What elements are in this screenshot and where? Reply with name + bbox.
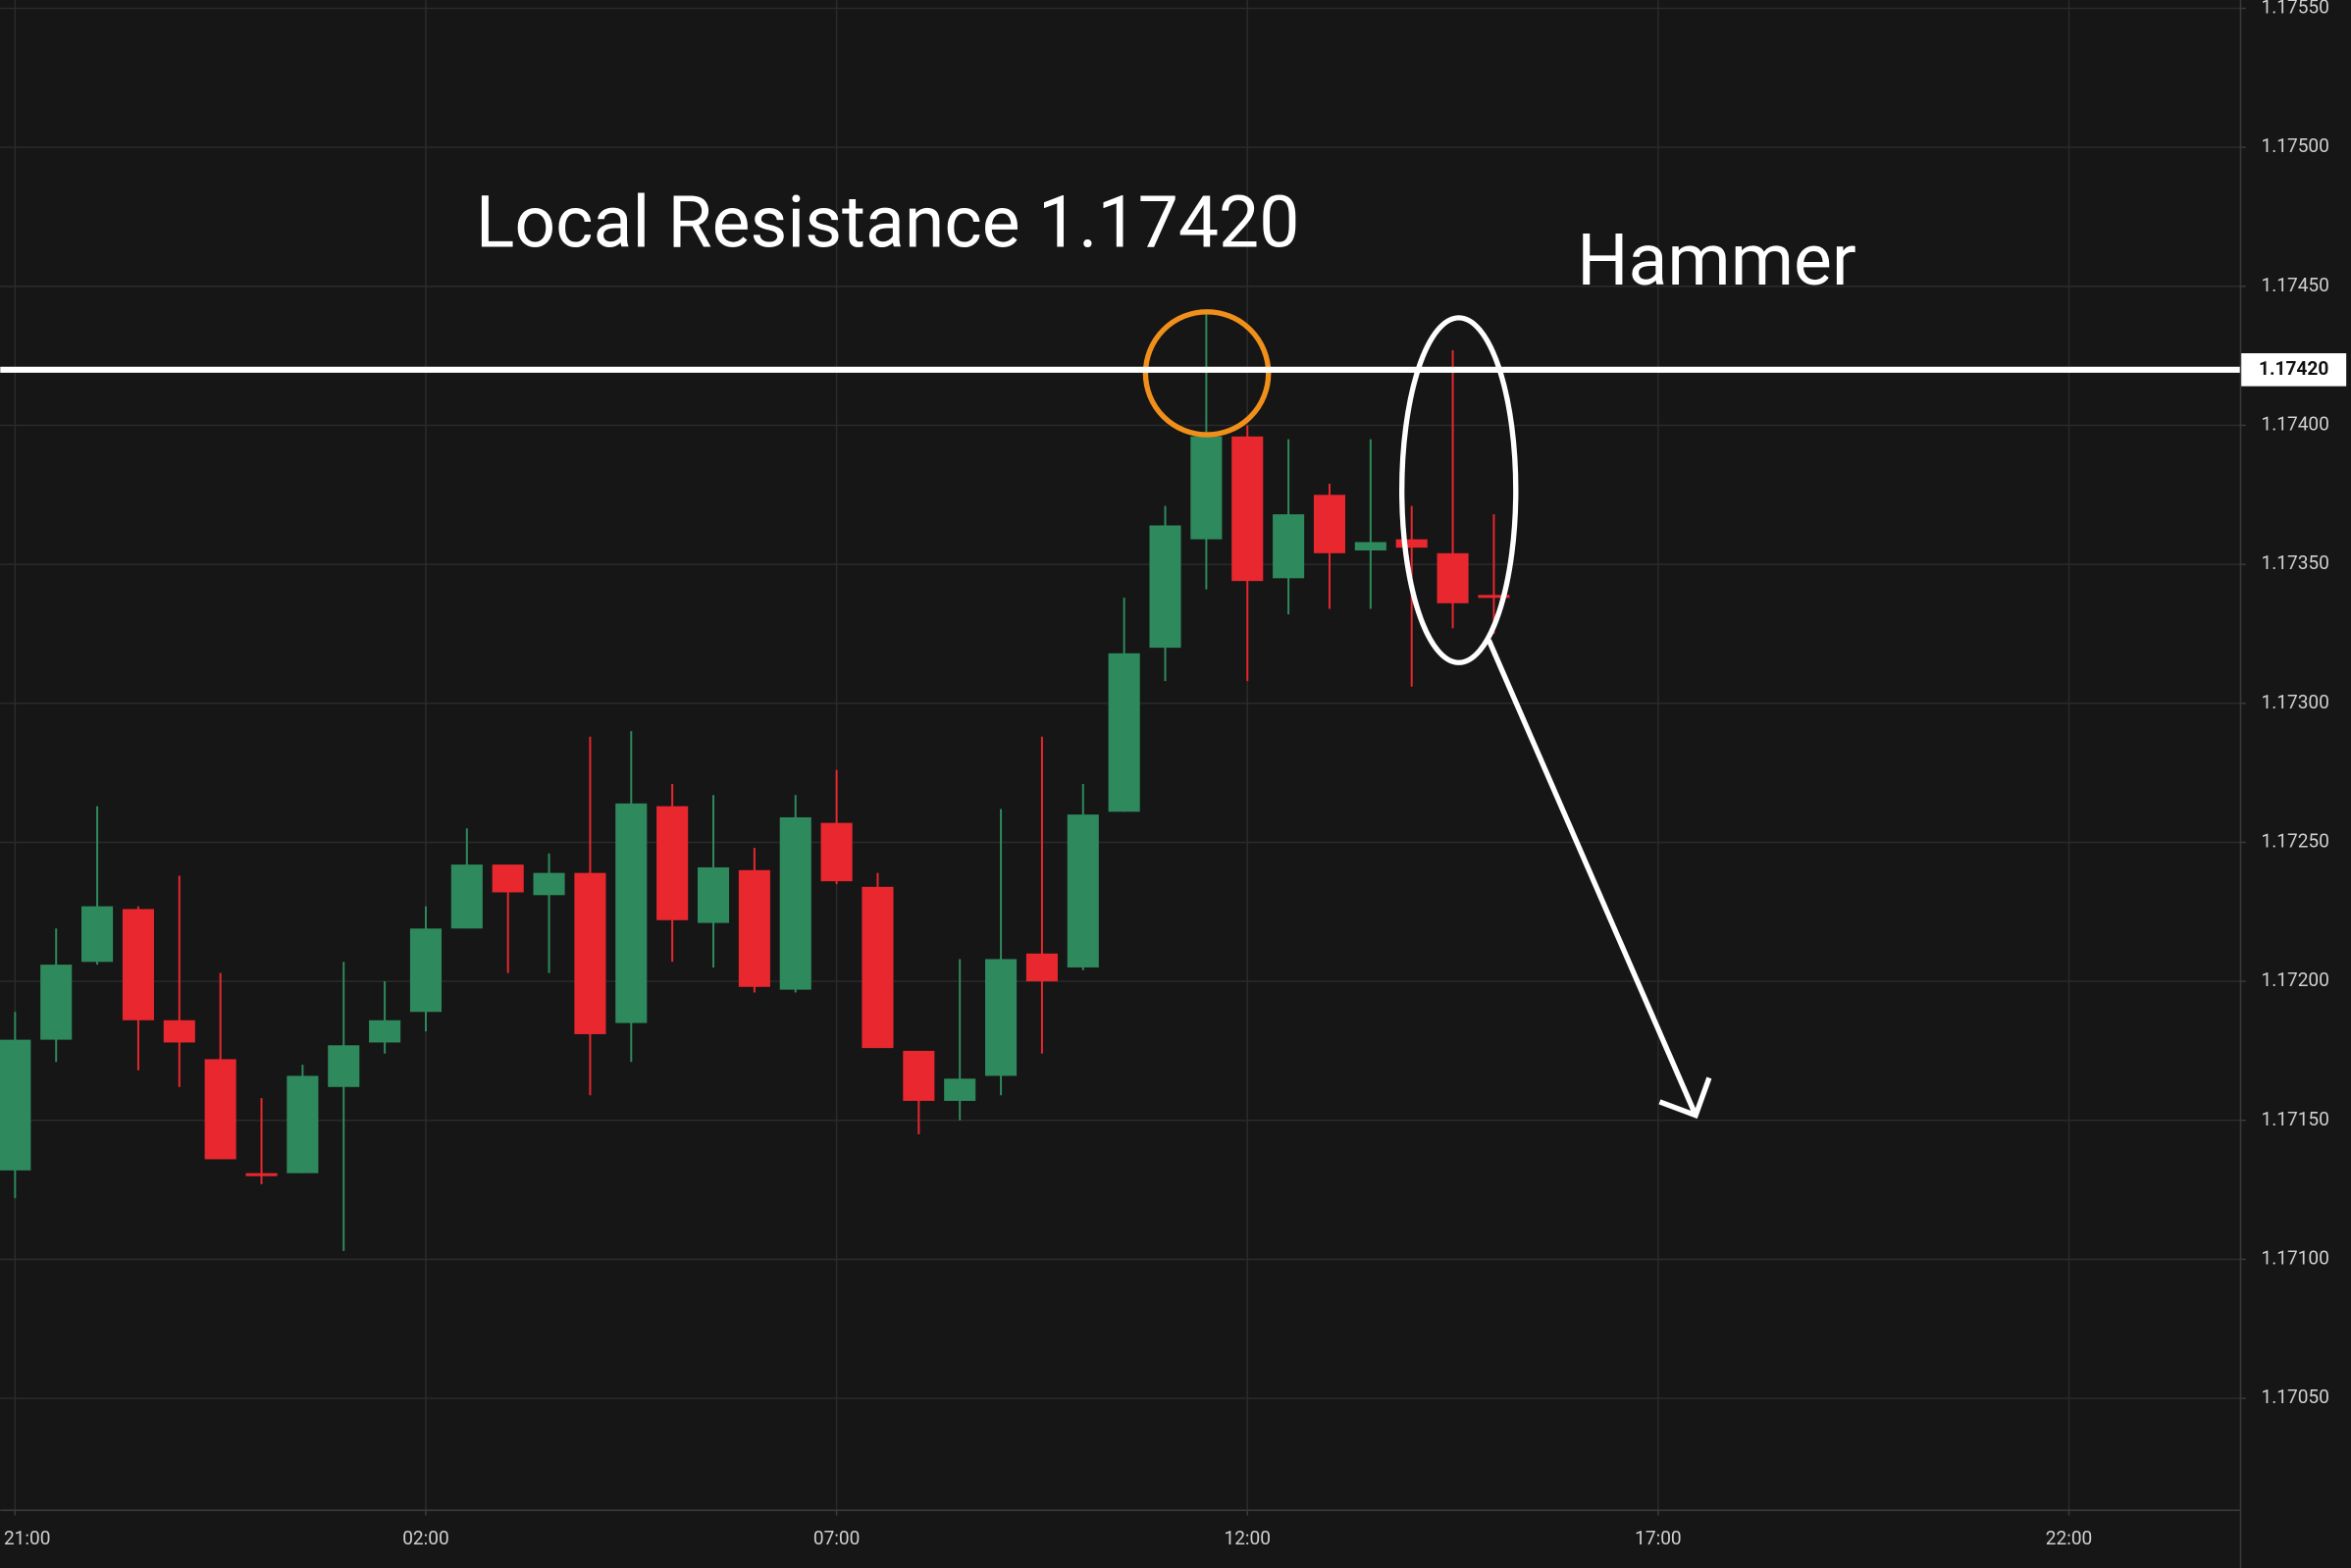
candle-body [779,816,811,990]
candle-body [1395,539,1428,549]
candles [0,311,1510,1251]
candle-body [1190,436,1223,540]
resistance-price-label: 1.17420 [2259,357,2328,380]
candle-body [1231,436,1264,582]
candle-body [40,965,73,1040]
candle-body [820,822,853,882]
y-tick-label: 1.17400 [2262,413,2329,436]
y-tick-label: 1.17250 [2262,830,2329,853]
candle-body [1273,514,1305,579]
y-tick-label: 1.17350 [2262,551,2329,574]
x-tick-label: ct, 21:00 [0,1527,50,1549]
axes: 1.17050 1.17100 1.17150 1.17200 1.17250 1.173… [0,0,2329,1549]
hammer-ellipse [1399,315,1519,665]
candle-body [1437,552,1469,603]
annotation: Local Resistance 1.17420 [476,181,1300,265]
arrow-shaft [1486,639,1698,1117]
candle-body [944,1078,976,1101]
candle-body [369,1019,401,1043]
candle-body [862,886,894,1049]
candle-body [1067,814,1099,967]
candle-body [245,1173,278,1176]
candle-body [533,872,565,896]
y-tick-label: 1.17150 [2262,1108,2329,1130]
candle-body [492,864,524,893]
y-tick-label: 1.17100 [2262,1246,2329,1269]
annotation: Hammer [1577,218,1856,302]
y-tick-label: 1.17050 [2262,1385,2329,1408]
drawings: 1.17420 Local Resistance 1.17420 Hammer [0,181,2347,1120]
candle-body [0,1039,31,1171]
x-tick-label: 22:00 [2046,1527,2093,1549]
candle-body [656,806,689,920]
resistance-touch-circle [1142,309,1272,438]
candle-body [1354,542,1386,550]
candle-body [1108,653,1140,812]
y-tick-label: 1.17550 [2262,0,2329,19]
x-tick-label: 02:00 [402,1527,449,1549]
candle-body [204,1059,236,1160]
candle-body [1149,525,1181,649]
candle-body [738,869,770,987]
candle-body [1313,495,1346,553]
candle-body [328,1045,360,1087]
candle-body [903,1050,935,1101]
candle-body [985,959,1018,1076]
y-tick-label: 1.17500 [2262,134,2329,157]
candle-body [122,909,154,1020]
candle-body [450,864,483,929]
x-tick-label: 12:00 [1224,1527,1271,1549]
candle-body [1025,953,1058,982]
candle-body [287,1075,319,1174]
x-tick-label: 07:00 [813,1527,861,1549]
candle-body [574,872,606,1034]
resistance-price-box [2241,353,2347,387]
grid [0,0,2240,1510]
candle-body [81,906,114,963]
candle-body [409,928,443,1013]
candle-body [1478,595,1510,599]
arrow-head [1658,1076,1712,1120]
candle-body [163,1019,195,1043]
x-tick-label: 17:00 [1635,1527,1682,1549]
candle-body [697,866,730,923]
y-tick-label: 1.17300 [2262,691,2329,713]
y-tick-label: 1.17450 [2262,274,2329,296]
y-tick-label: 1.17200 [2262,968,2329,991]
candle-body [615,803,648,1023]
